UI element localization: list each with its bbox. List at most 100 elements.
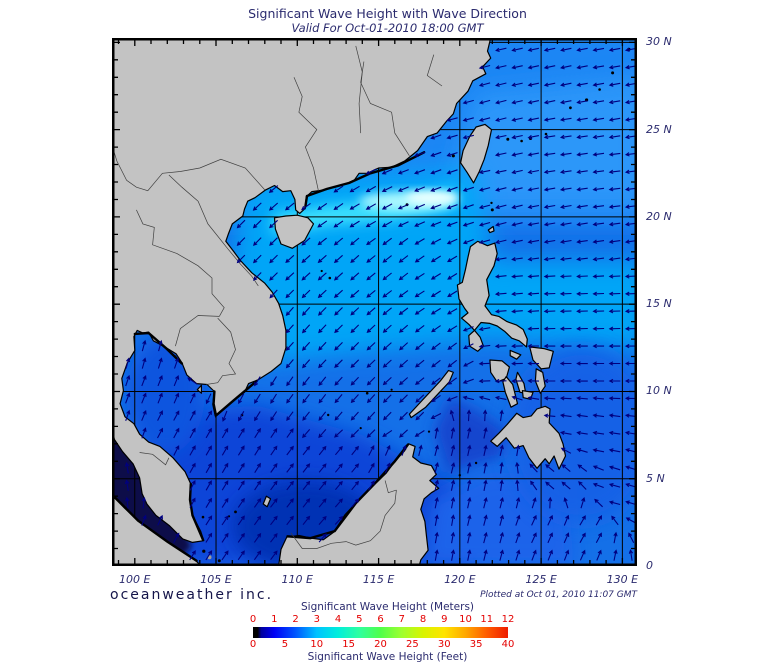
wave-direction-arrows [124,47,637,561]
feet-tick-10: 10 [310,639,324,650]
country-border-9 [139,452,170,466]
islet-3 [320,269,323,273]
country-border-3 [175,315,220,347]
islet-5 [327,413,330,417]
country-border-7 [355,45,363,134]
feet-tick-35: 35 [469,639,483,650]
map-layers [112,38,637,566]
feet-tick-0: 0 [249,639,257,650]
land-masbate [509,349,522,360]
land-phu-quoc [196,384,203,394]
legend-feet-label: Significant Wave Height (Feet) [307,651,468,663]
country-border-6 [360,61,410,156]
wave-height-band-1 [443,78,637,209]
meters-tick-9: 9 [441,614,448,625]
feet-tick-20: 20 [374,639,387,650]
land-palawan [408,369,454,419]
islet-2 [328,276,332,280]
coast-shadow-2 [188,482,205,541]
feet-tick-15: 15 [342,639,355,650]
islet-18 [506,137,510,141]
land-samar [529,346,554,370]
country-border-11 [384,480,397,494]
meters-tick-6: 6 [377,614,384,625]
wave-map-svg [112,38,637,566]
land-luzon [456,240,528,348]
coast-shadow-0 [286,443,409,540]
feet-tick-30: 30 [437,639,451,650]
lat-label-15N: 15 N [646,297,672,311]
feet-tick-5: 5 [281,639,289,650]
country-border-1 [168,174,259,287]
legend-meters-label: Significant Wave Height (Meters) [300,601,475,613]
lon-label-120E: 120 E [444,573,476,586]
meters-tick-10: 10 [459,614,472,625]
coast-shadow-3 [112,495,198,562]
wave-height-band-10 [433,396,512,474]
meters-tick-8: 8 [419,614,427,625]
lon-label-115E: 115 E [362,573,395,586]
lat-label-0: 0 [646,559,653,572]
islet-27 [458,474,461,477]
lat-label-25N: 25 N [646,122,672,136]
country-border-0 [112,145,266,192]
islet-25 [611,71,615,75]
plotted-at-timestamp: Plotted at Oct 01, 2010 11:07 GMT [480,590,637,600]
feet-tick-25: 25 [406,639,419,650]
wave-height-band-5 [406,191,459,205]
lat-label-5N: 5 N [646,471,665,485]
islet-28 [474,461,478,465]
map-frame [112,38,637,566]
valid-time-subtitle: Valid For Oct-01-2010 18:00 GMT [291,21,484,35]
lat-label-10N: 10 N [646,384,672,398]
islet-14 [217,559,221,563]
land-negros [502,376,519,408]
coast-shadow-4 [133,331,184,365]
land-natuna [262,495,272,508]
oceanweather-logo-text: oceanweather inc. [110,587,274,603]
country-border-8 [426,54,443,87]
meters-tick-12: 12 [501,614,515,625]
meters-tick-0: 0 [249,614,257,625]
map-area [112,38,637,566]
meters-tick-3: 3 [313,614,320,625]
coast-shadow-1 [212,379,258,418]
islet-24 [598,88,601,91]
islet-10 [234,510,237,514]
lat-label-20N: 20 N [646,209,672,223]
country-border-5 [293,77,319,191]
islet-13 [202,549,206,553]
land-borneo [278,443,440,566]
islet-9 [201,515,205,519]
lat-label-30N: 30 N [646,35,672,49]
land-leyte [534,368,546,394]
land-taiwan [460,123,493,184]
islet-29 [427,430,431,433]
islet-17 [490,201,493,205]
arrow-glyphs [124,47,637,561]
islet-16 [490,208,494,212]
axis-ticks [113,39,636,565]
islet-21 [544,132,548,136]
coast-shadow-5 [304,151,426,208]
legend-meters-ticks: 0 1 2 3 4 5 6 7 8 9 10 11 12 [249,614,515,626]
page-title: Significant Wave Height with Wave Direct… [248,6,527,21]
islet-0 [451,154,455,158]
feet-tick-40: 40 [501,639,515,650]
islet-19 [520,139,523,143]
country-border-10 [290,490,397,549]
meters-tick-2: 2 [292,614,299,625]
land-babuyan [487,225,495,234]
islet-6 [390,388,393,391]
lon-label-125E: 125 E [525,573,557,586]
colorbar [253,627,508,638]
meters-tick-5: 5 [356,614,363,625]
land-hainan [273,214,315,249]
lon-label-105E: 105 E [200,573,232,586]
islet-15 [174,355,177,358]
meters-tick-1: 1 [271,614,278,625]
country-border-4 [206,317,237,385]
lon-label-110E: 110 E [281,573,314,586]
islet-4 [365,391,369,395]
